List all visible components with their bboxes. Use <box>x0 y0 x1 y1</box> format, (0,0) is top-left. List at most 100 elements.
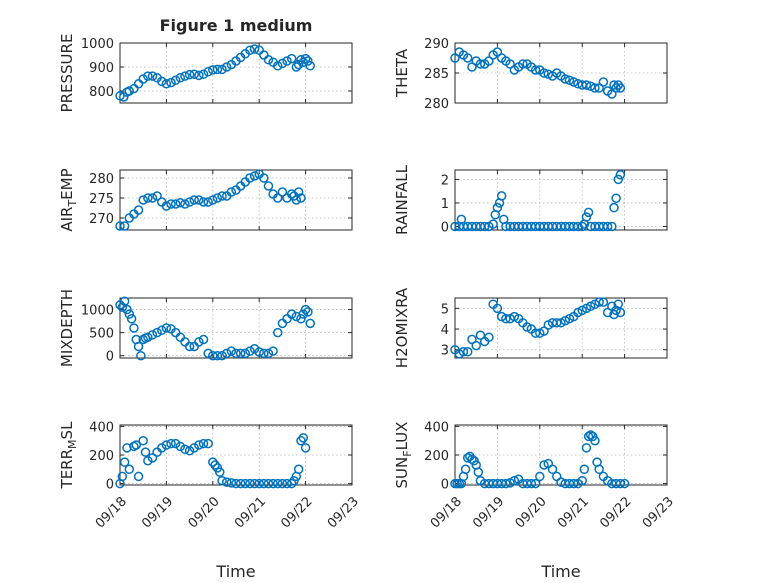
data-point <box>245 346 255 356</box>
data-point <box>296 435 306 446</box>
data-point <box>460 464 471 475</box>
data-point <box>133 341 144 352</box>
data-point <box>568 77 579 87</box>
data-point <box>143 193 153 203</box>
y-tick-label: 400 <box>89 420 114 435</box>
data-point <box>117 471 128 482</box>
data-point <box>133 471 144 482</box>
data-point <box>157 443 167 453</box>
data-point <box>300 443 311 453</box>
y-tick-label: 0 <box>441 478 449 493</box>
data-point <box>615 307 626 318</box>
data-point <box>568 478 579 489</box>
data-point <box>293 187 304 197</box>
data-point <box>296 314 306 324</box>
y-tick-label: 5 <box>441 302 449 317</box>
data-point <box>203 348 213 359</box>
subplot-h2omixra: 3 4 5 H2OMIXRA <box>393 287 668 368</box>
data-point <box>573 221 583 232</box>
data-point <box>583 431 594 442</box>
y-tick-label: 800 <box>89 85 114 100</box>
subplot-theta: 280 285 290 THETA <box>393 37 668 112</box>
data-point <box>122 443 132 453</box>
data-point <box>282 56 292 66</box>
data-point <box>249 44 260 54</box>
data-point <box>157 76 167 87</box>
data-point <box>594 297 604 307</box>
data-point <box>462 53 473 63</box>
data-point <box>161 201 172 211</box>
y-axis-label: SUNFLUX <box>393 422 414 489</box>
data-point <box>138 195 148 205</box>
data-point <box>609 202 619 213</box>
y-axis-label: THETA <box>393 48 411 98</box>
data-point <box>492 303 503 314</box>
data-point <box>235 348 246 359</box>
data-point <box>615 478 626 489</box>
data-point <box>273 61 283 71</box>
data-point <box>212 193 223 203</box>
data-point <box>277 187 288 197</box>
data-point <box>539 460 549 470</box>
data-point <box>263 348 274 359</box>
data-point <box>161 323 172 333</box>
series-rainfall <box>450 169 626 232</box>
data-point <box>496 191 507 201</box>
data-point <box>598 77 609 87</box>
data-point <box>198 197 209 207</box>
tick-marks: 0 200 400 <box>89 420 353 493</box>
axes-box <box>119 42 353 104</box>
data-point <box>598 297 609 307</box>
data-point <box>119 457 130 467</box>
data-point <box>194 195 204 205</box>
data-point <box>590 83 600 93</box>
y-tick-label: 1000 <box>81 304 114 319</box>
data-point <box>560 74 570 84</box>
y-tick-label: 280 <box>89 172 114 187</box>
data-point <box>613 299 623 309</box>
tick-marks: 280 285 290 <box>424 37 668 112</box>
data-point <box>143 455 153 466</box>
data-point <box>594 464 604 475</box>
data-point <box>184 445 195 456</box>
data-point <box>208 457 218 467</box>
data-point <box>291 62 302 72</box>
y-axis-label: TERRMSL <box>58 421 79 490</box>
data-point <box>210 460 220 470</box>
data-point <box>526 478 537 489</box>
y-tick-label: 0 <box>441 220 449 235</box>
grid-lines <box>119 170 353 230</box>
grid-lines <box>454 425 668 485</box>
data-point <box>581 80 592 90</box>
y-axis-label: PRESSURE <box>58 34 76 113</box>
data-point <box>254 478 264 489</box>
data-point <box>208 65 218 75</box>
data-point <box>585 81 596 91</box>
data-point <box>147 453 158 463</box>
data-point <box>217 350 227 361</box>
data-point <box>254 347 264 357</box>
data-point <box>296 193 306 203</box>
data-point <box>235 478 246 489</box>
data-point <box>208 195 218 205</box>
y-tick-label: 280 <box>424 97 449 112</box>
series-terr-msl <box>115 433 311 489</box>
subplot-rainfall: 0 1 2 RAINFALL <box>393 164 668 235</box>
data-point <box>263 181 274 191</box>
data-point <box>530 478 541 489</box>
data-point <box>300 53 311 64</box>
data-point <box>259 478 269 489</box>
y-tick-label: 3 <box>441 344 449 359</box>
data-point <box>231 478 241 489</box>
data-point <box>198 438 209 449</box>
data-point <box>166 438 176 449</box>
series-pressure <box>115 44 315 102</box>
data-point <box>293 464 304 475</box>
tick-marks: 0 200 400 <box>424 420 668 493</box>
data-point <box>263 55 274 65</box>
data-point <box>147 330 158 340</box>
data-point <box>221 477 232 487</box>
data-point <box>530 65 541 75</box>
figure-title: Figure 1 medium <box>160 16 313 35</box>
data-point <box>157 325 167 336</box>
